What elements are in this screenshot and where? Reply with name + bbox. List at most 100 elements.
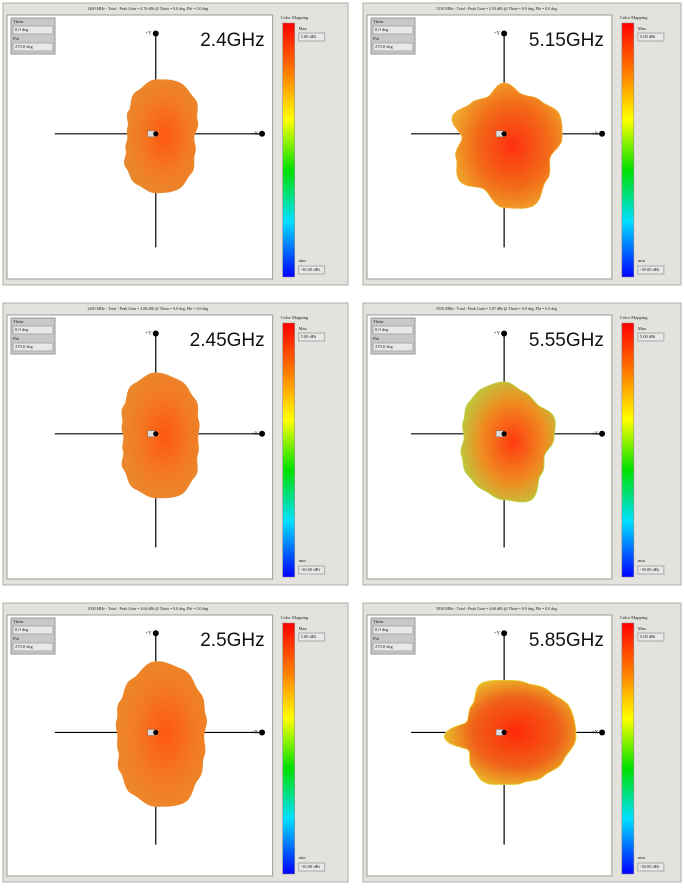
x-axis-label: +X bbox=[592, 432, 599, 437]
max-label: Max bbox=[299, 26, 308, 31]
max-label: Max bbox=[299, 626, 308, 631]
max-value: 5.00 dBi bbox=[640, 34, 656, 39]
frequency-label: 2.45GHz bbox=[190, 330, 265, 351]
y-axis-label: +Y bbox=[145, 32, 152, 37]
min-label: min bbox=[299, 558, 307, 563]
color-bar bbox=[621, 22, 635, 278]
theta-value: 0.0 deg bbox=[15, 327, 29, 332]
theta-field bbox=[372, 625, 414, 635]
max-field bbox=[637, 32, 665, 42]
phi-label: Phi bbox=[373, 636, 380, 641]
origin-dot bbox=[501, 131, 507, 137]
radiation-pattern bbox=[123, 79, 199, 194]
theta-label: Theta bbox=[13, 19, 23, 24]
color-bar bbox=[282, 622, 295, 875]
min-value: -30.00 dBi bbox=[640, 567, 660, 572]
x-axis-end bbox=[599, 130, 606, 137]
pattern-panel: 2450 MHz - Total - Peak Gain = 4.88 dBi … bbox=[2, 302, 349, 586]
phi-value: 270.0 deg bbox=[15, 644, 33, 649]
x-axis-end bbox=[599, 729, 606, 736]
phi-field bbox=[12, 42, 54, 52]
color-mapping-title: Color Mapping bbox=[281, 315, 309, 320]
min-label: min bbox=[638, 558, 646, 563]
theta-field bbox=[372, 325, 414, 335]
y-axis-end bbox=[152, 30, 159, 37]
phi-label: Phi bbox=[13, 336, 20, 341]
y-axis-end bbox=[501, 30, 508, 37]
panel-header: 2450 MHz - Total - Peak Gain = 4.88 dBi … bbox=[88, 306, 209, 312]
phi-field bbox=[372, 642, 414, 652]
min-field bbox=[298, 862, 326, 872]
panel-header: 5150 MHz - Total - Peak Gain = 2.93 dBi … bbox=[436, 6, 557, 12]
theta-field bbox=[12, 25, 54, 35]
radiation-pattern bbox=[443, 680, 577, 785]
theta-field bbox=[12, 625, 54, 635]
phi-field bbox=[12, 342, 54, 352]
theta-label: Theta bbox=[373, 19, 383, 24]
y-axis-label: +Y bbox=[494, 631, 501, 636]
theta-label: Theta bbox=[13, 319, 23, 324]
theta-label: Theta bbox=[373, 619, 383, 624]
color-mapping-title: Color Mapping bbox=[620, 15, 648, 20]
x-axis-end bbox=[259, 430, 266, 437]
color-bar bbox=[282, 22, 295, 278]
max-label: Max bbox=[638, 26, 647, 31]
pattern-panel: 2400 MHz - Total - Peak Gain = 4.76 dBi … bbox=[2, 2, 349, 286]
theta-value: 0.0 deg bbox=[375, 27, 389, 32]
radiation-pattern bbox=[115, 661, 207, 807]
max-field bbox=[298, 32, 326, 42]
origin-dot bbox=[153, 431, 159, 437]
phi-field bbox=[12, 642, 54, 652]
phi-value: 270.0 deg bbox=[375, 644, 393, 649]
color-mapping-title: Color Mapping bbox=[620, 315, 648, 320]
phi-label: Phi bbox=[373, 36, 380, 41]
min-value: -30.00 dBi bbox=[640, 267, 660, 272]
max-value: 5.00 dBi bbox=[640, 634, 656, 639]
min-label: min bbox=[299, 258, 307, 263]
max-value: 5.00 dBi bbox=[301, 34, 317, 39]
theta-label: Theta bbox=[373, 319, 383, 324]
theta-label: Theta bbox=[13, 619, 23, 624]
x-axis-label: +X bbox=[252, 731, 259, 736]
min-value: -30.00 dBi bbox=[301, 567, 321, 572]
max-label: Max bbox=[638, 326, 647, 331]
max-label: Max bbox=[638, 626, 647, 631]
min-value: -30.00 dBi bbox=[301, 267, 321, 272]
phi-field bbox=[372, 42, 414, 52]
color-mapping-title: Color Mapping bbox=[281, 15, 309, 20]
y-axis-end bbox=[501, 630, 508, 637]
pattern-panel: 5150 MHz - Total - Peak Gain = 2.93 dBi … bbox=[362, 2, 682, 286]
x-axis-label: +X bbox=[592, 731, 599, 736]
min-label: min bbox=[299, 855, 307, 860]
frequency-label: 2.4GHz bbox=[200, 30, 264, 51]
y-axis-label: +Y bbox=[494, 32, 501, 37]
max-field bbox=[637, 632, 665, 642]
frequency-label: 2.5GHz bbox=[200, 630, 264, 651]
min-field bbox=[298, 565, 326, 575]
frequency-label: 5.85GHz bbox=[529, 630, 604, 651]
pattern-panel: 2500 MHz - Total - Peak Gain = 4.64 dBi … bbox=[2, 602, 349, 883]
pattern-panel: 5850 MHz - Total - Peak Gain = 4.60 dBi … bbox=[362, 602, 682, 883]
max-field bbox=[298, 332, 326, 342]
max-label: Max bbox=[299, 326, 308, 331]
pattern-panel: 5550 MHz - Total - Peak Gain = 3.07 dBi … bbox=[362, 302, 682, 586]
theta-field bbox=[12, 325, 54, 335]
origin-dot bbox=[501, 729, 507, 736]
y-axis-label: +Y bbox=[145, 631, 152, 636]
max-field bbox=[298, 632, 326, 642]
origin-dot bbox=[153, 729, 159, 736]
panel-header: 5550 MHz - Total - Peak Gain = 3.07 dBi … bbox=[436, 306, 557, 312]
min-field bbox=[298, 265, 326, 275]
x-axis-label: +X bbox=[252, 432, 259, 437]
panel-header: 2400 MHz - Total - Peak Gain = 4.76 dBi … bbox=[88, 6, 209, 12]
max-value: 5.00 dBi bbox=[301, 634, 317, 639]
min-value: -30.00 dBi bbox=[301, 864, 321, 869]
phi-value: 270.0 deg bbox=[375, 44, 393, 49]
x-axis-label: +X bbox=[592, 132, 599, 137]
color-mapping-title: Color Mapping bbox=[620, 615, 648, 620]
color-bar bbox=[621, 622, 635, 875]
theta-value: 0.0 deg bbox=[15, 27, 29, 32]
phi-label: Phi bbox=[13, 36, 20, 41]
min-label: min bbox=[638, 855, 646, 860]
